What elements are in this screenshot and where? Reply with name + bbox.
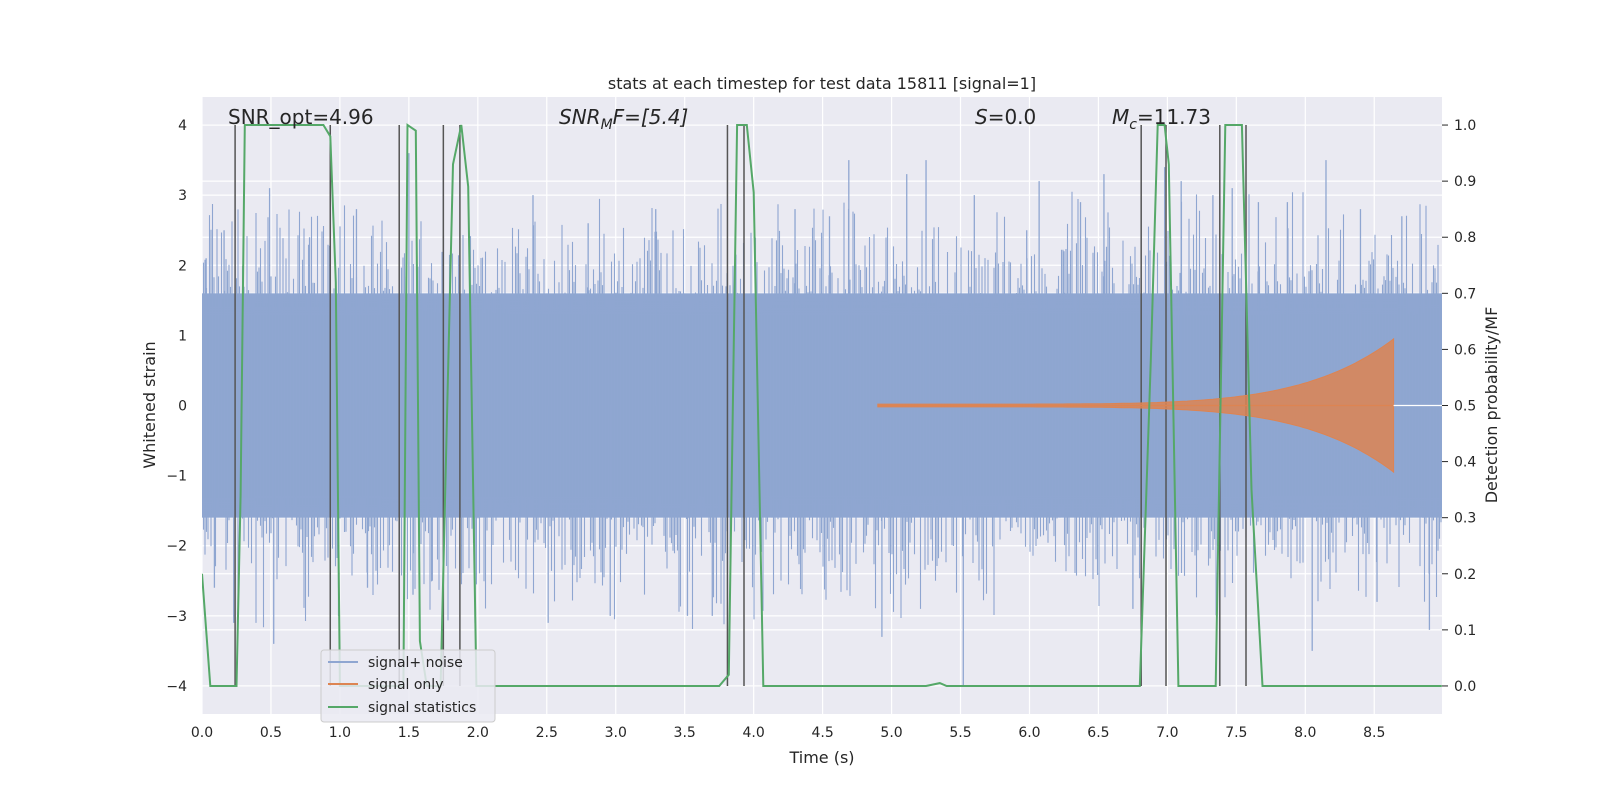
x-tick-label: 0.5 (260, 725, 282, 741)
annotation-s: S=0.0 (975, 105, 1036, 129)
y-left-tick-label: −3 (166, 609, 187, 625)
y-left-tick-label: 3 (178, 188, 187, 204)
y-right-tick-label: 0.6 (1454, 342, 1476, 358)
chart-title: stats at each timestep for test data 158… (608, 74, 1036, 93)
annotation-mc-sub: c (1129, 117, 1137, 133)
x-tick-label: 7.5 (1225, 725, 1247, 741)
y-right-tick-label: 0.4 (1454, 455, 1476, 471)
x-tick-label: 8.0 (1294, 725, 1316, 741)
y-right-tick-label: 1.0 (1454, 118, 1476, 134)
signal-statistics-series (202, 123, 1442, 687)
x-tick-label: 8.5 (1363, 725, 1385, 741)
y-right-tick-label: 0.0 (1454, 679, 1476, 695)
x-tick-label: 5.0 (880, 725, 902, 741)
annotation-s-tail: =0.0 (988, 105, 1037, 129)
legend-label-signal-noise: signal+ noise (368, 655, 463, 671)
y-left-tick-label: −4 (166, 679, 187, 695)
legend-label-signal-statistics: signal statistics (368, 700, 476, 716)
legend-label-signal-only: signal only (368, 677, 443, 693)
y-axis-left-label: Whitened strain (140, 341, 159, 468)
signal-only-series (877, 337, 1442, 474)
x-axis-ticks: 0.0 0.5 1.0 1.5 2.0 2.5 3.0 3.5 4.0 4.5 5.0 5.5 6.0 6… (191, 725, 1386, 741)
y-left-tick-label: 4 (178, 118, 187, 134)
y-left-tick-label: 1 (178, 328, 187, 344)
y-right-tick-label: 0.5 (1454, 399, 1476, 415)
annotation-snr-opt: SNR_opt=4.96 (228, 105, 374, 129)
x-tick-label: 7.0 (1156, 725, 1178, 741)
annotation-mc-tail: =11.73 (1137, 105, 1211, 129)
y-right-tick-label: 0.7 (1454, 286, 1476, 302)
y-left-tick-label: −1 (166, 469, 187, 485)
y-right-tick-label: 0.1 (1454, 623, 1476, 639)
y-left-tick-label: 2 (178, 258, 187, 274)
annotation-mc-main: M (1112, 105, 1129, 129)
annotation-snr-mf: SNRMF=[5.4] (559, 105, 688, 133)
x-tick-label: 0.0 (191, 725, 213, 741)
x-axis-label: Time (s) (788, 748, 854, 767)
y-left-tick-label: −2 (166, 539, 187, 555)
x-tick-label: 4.5 (811, 725, 833, 741)
annotation-mc: Mc=11.73 (1112, 105, 1211, 133)
annotation-snr-mf-sub: M (601, 117, 613, 133)
legend: signal+ noise signal only signal statist… (320, 649, 496, 723)
x-tick-label: 5.5 (949, 725, 971, 741)
y-right-tick-label: 0.9 (1454, 174, 1476, 190)
stats-line (202, 123, 1442, 687)
x-tick-label: 6.5 (1087, 725, 1109, 741)
x-tick-label: 4.0 (743, 725, 765, 741)
x-tick-label: 2.5 (536, 725, 558, 741)
x-tick-label: 3.5 (674, 725, 696, 741)
y-right-tick-label: 0.8 (1454, 230, 1476, 246)
x-tick-label: 2.0 (467, 725, 489, 741)
y-right-tick-label: 0.3 (1454, 511, 1476, 527)
x-tick-label: 6.0 (1018, 725, 1040, 741)
y-right-tick-label: 0.2 (1454, 567, 1476, 583)
y-axis-right-ticks: 0.0 0.1 0.2 0.3 0.4 0.5 0.6 0.7 0.8 0.9 1.0 (1442, 118, 1476, 695)
y-left-tick-label: 0 (178, 399, 187, 415)
x-tick-label: 1.5 (398, 725, 420, 741)
x-tick-label: 1.0 (329, 725, 351, 741)
y-axis-right-label: Detection probability/MF (1482, 307, 1501, 504)
legend-box (320, 649, 496, 723)
annotation-snr-mf-tail: F=[5.4] (613, 105, 689, 129)
annotation-snr-mf-main: SNR (559, 105, 601, 129)
y-axis-left-ticks: −4 −3 −2 −1 0 1 2 3 4 (166, 118, 187, 695)
annotation-s-main: S (975, 105, 988, 129)
x-tick-label: 3.0 (605, 725, 627, 741)
